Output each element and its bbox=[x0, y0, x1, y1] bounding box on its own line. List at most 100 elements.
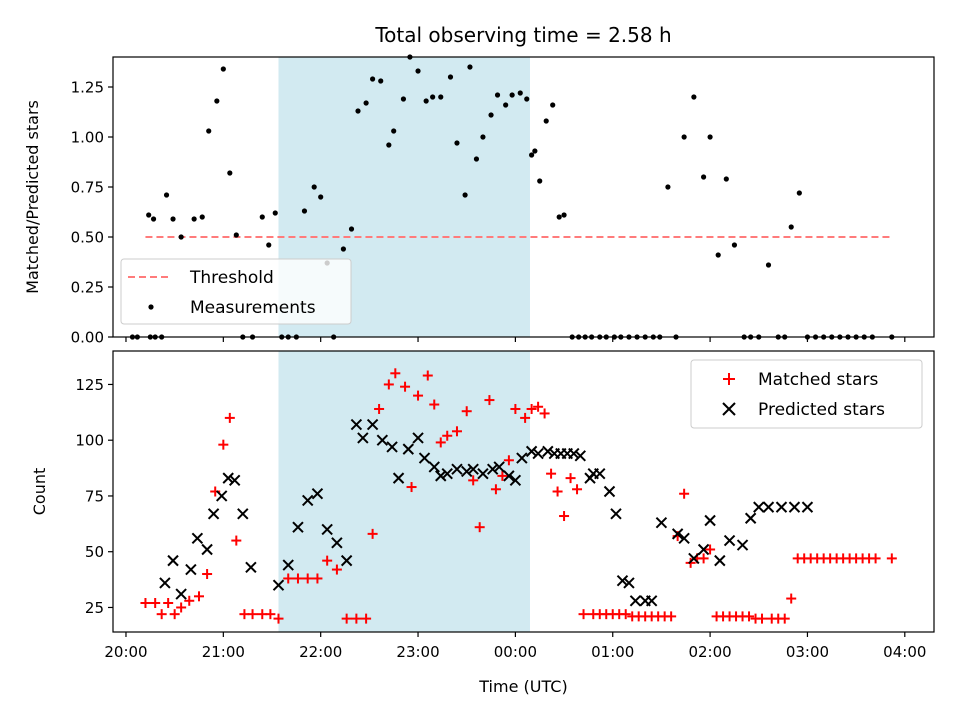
predicted-point bbox=[493, 461, 505, 473]
top-y-tick-label: 0.25 bbox=[71, 279, 104, 297]
matched-point bbox=[283, 573, 294, 584]
top-y-tick-label: 0.75 bbox=[71, 179, 104, 197]
predicted-point bbox=[428, 461, 440, 473]
measurement-point bbox=[715, 252, 721, 258]
predicted-point bbox=[753, 501, 765, 513]
predicted-point bbox=[532, 447, 544, 460]
matched-point bbox=[552, 486, 563, 497]
predicted-point bbox=[623, 577, 635, 589]
predicted-point bbox=[525, 445, 538, 458]
predicted-point bbox=[714, 554, 726, 567]
matched-point bbox=[383, 379, 394, 390]
predicted-point bbox=[516, 452, 528, 464]
matched-point bbox=[163, 598, 174, 609]
predicted-point bbox=[688, 552, 700, 565]
measurement-point bbox=[220, 66, 226, 72]
top-y-tick-label: 1.00 bbox=[71, 129, 104, 147]
x-tick-label: 20:00 bbox=[104, 643, 147, 661]
predicted-point bbox=[441, 467, 453, 480]
matched-point bbox=[539, 408, 550, 419]
matched-point bbox=[620, 609, 631, 620]
matched-point bbox=[461, 406, 472, 417]
x-tick-label: 23:00 bbox=[396, 643, 439, 661]
predicted-point bbox=[167, 554, 179, 567]
legend-predicted-label: Predicted stars bbox=[758, 400, 885, 420]
legend-matched-label: Matched stars bbox=[758, 370, 878, 390]
predicted-point bbox=[282, 559, 294, 571]
x-tick-label: 03:00 bbox=[786, 643, 829, 661]
predicted-point bbox=[175, 588, 187, 600]
measurement-point bbox=[423, 98, 429, 104]
measurement-point bbox=[488, 112, 494, 118]
matched-point bbox=[435, 437, 446, 448]
measurement-point bbox=[178, 234, 184, 240]
measurement-point bbox=[561, 212, 567, 218]
bottom-panel: 25 50 75 100 125 20:00 21:00 22:00 23:00 00:00 01… bbox=[30, 350, 935, 696]
matched-point bbox=[400, 381, 411, 392]
measurement-point bbox=[415, 68, 421, 74]
matched-point bbox=[870, 553, 881, 564]
matched-point bbox=[202, 569, 213, 580]
predicted-point bbox=[542, 445, 554, 458]
bottom-y-ticks: 25 50 75 100 125 bbox=[75, 376, 113, 617]
measurement-point bbox=[206, 128, 212, 134]
measurement-point bbox=[355, 108, 361, 114]
top-x-ticks bbox=[125, 337, 906, 342]
measurement-point bbox=[681, 134, 687, 140]
legend-matched-swatch bbox=[723, 373, 735, 385]
top-y-tick-label: 1.25 bbox=[71, 79, 104, 97]
matched-point bbox=[374, 403, 385, 414]
measurement-point bbox=[503, 102, 509, 108]
measurement-point bbox=[723, 176, 729, 182]
matched-point bbox=[503, 455, 514, 466]
bottom-y-tick-label: 100 bbox=[75, 432, 104, 450]
x-tick-label: 01:00 bbox=[591, 643, 634, 661]
measurement-point bbox=[447, 74, 454, 80]
measurement-point bbox=[340, 246, 346, 252]
measurement-point bbox=[233, 232, 239, 238]
measurement-point bbox=[494, 92, 501, 98]
matched-point bbox=[150, 598, 161, 609]
predicted-point bbox=[201, 543, 213, 556]
x-axis-label: Time (UTC) bbox=[478, 677, 567, 696]
measurement-point bbox=[707, 134, 713, 140]
predicted-point bbox=[568, 447, 580, 460]
top-y-axis-label: Matched/Predicted stars bbox=[23, 100, 42, 294]
matched-point bbox=[413, 390, 424, 401]
matched-point bbox=[442, 430, 453, 441]
measurement-point bbox=[318, 194, 324, 200]
measurement-point bbox=[400, 96, 407, 102]
predicted-point bbox=[272, 579, 285, 591]
chart-title: Total observing time = 2.58 h bbox=[374, 23, 671, 47]
measurement-point bbox=[731, 242, 738, 248]
count-points bbox=[140, 368, 897, 624]
predicted-point bbox=[477, 467, 489, 480]
matched-point bbox=[331, 564, 342, 575]
matched-point bbox=[520, 412, 531, 423]
predicted-point bbox=[292, 521, 304, 533]
top-y-ticks: 0.00 0.25 0.50 0.75 1.00 1.25 bbox=[71, 79, 113, 347]
x-tick-label: 02:00 bbox=[688, 643, 731, 661]
measurement-point bbox=[391, 128, 397, 134]
x-tick-label: 04:00 bbox=[883, 643, 926, 661]
matched-point bbox=[510, 403, 521, 414]
predicted-point bbox=[775, 501, 788, 513]
x-tick-label: 22:00 bbox=[299, 643, 342, 661]
top-plot-frame bbox=[112, 56, 935, 338]
predicted-point bbox=[245, 561, 257, 574]
matched-point bbox=[140, 598, 151, 609]
predicted-point bbox=[159, 577, 171, 589]
predicted-point bbox=[671, 528, 684, 540]
matched-point bbox=[302, 573, 313, 584]
measurement-point bbox=[301, 208, 308, 214]
predicted-point bbox=[610, 508, 622, 520]
bottom-y-tick-label: 50 bbox=[85, 543, 104, 561]
bottom-plot-frame bbox=[112, 350, 935, 633]
predicted-point bbox=[723, 534, 736, 547]
predicted-point bbox=[645, 595, 658, 607]
predicted-point bbox=[185, 563, 197, 576]
predicted-point bbox=[301, 494, 314, 507]
matched-point bbox=[367, 528, 378, 539]
measurement-point bbox=[227, 170, 233, 176]
measurement-points bbox=[129, 54, 895, 340]
